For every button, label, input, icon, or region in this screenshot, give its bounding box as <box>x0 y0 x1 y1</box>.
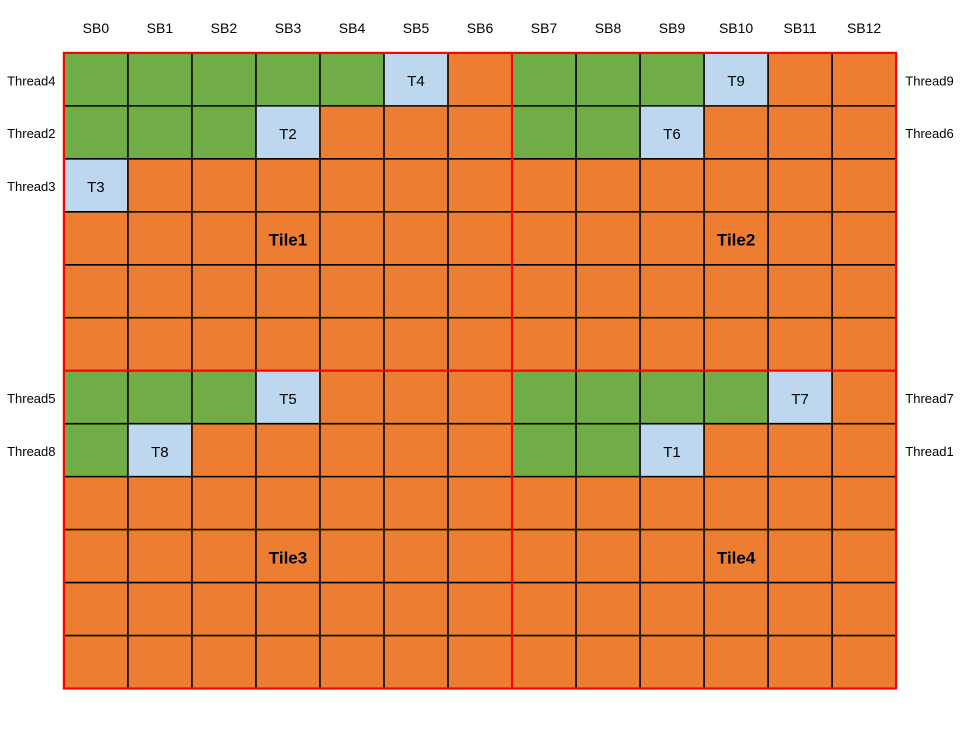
svg-text:T7: T7 <box>791 391 809 408</box>
svg-text:T8: T8 <box>151 444 169 461</box>
svg-text:SB8: SB8 <box>595 20 622 36</box>
svg-text:Thread6: Thread6 <box>905 126 953 141</box>
svg-text:SB5: SB5 <box>403 20 430 36</box>
svg-text:SB0: SB0 <box>83 20 110 36</box>
svg-text:Tile2: Tile2 <box>717 231 755 250</box>
svg-text:Tile4: Tile4 <box>717 548 756 567</box>
svg-text:T9: T9 <box>727 73 745 90</box>
svg-text:Thread7: Thread7 <box>905 391 953 406</box>
svg-text:T5: T5 <box>279 391 297 408</box>
svg-text:Thread5: Thread5 <box>7 391 55 406</box>
svg-text:SB6: SB6 <box>467 20 494 36</box>
svg-text:Thread3: Thread3 <box>7 179 55 194</box>
svg-text:SB11: SB11 <box>783 20 816 36</box>
svg-text:T3: T3 <box>87 179 105 196</box>
svg-text:T4: T4 <box>407 73 425 90</box>
svg-text:SB2: SB2 <box>211 20 238 36</box>
svg-text:Thread1: Thread1 <box>905 444 953 459</box>
svg-text:SB4: SB4 <box>339 20 366 36</box>
svg-text:SB1: SB1 <box>147 20 174 36</box>
svg-text:Thread8: Thread8 <box>7 444 55 459</box>
svg-text:T1: T1 <box>663 444 681 461</box>
svg-text:SB9: SB9 <box>659 20 686 36</box>
svg-text:SB12: SB12 <box>847 20 881 36</box>
svg-text:Thread2: Thread2 <box>7 126 55 141</box>
svg-text:T6: T6 <box>663 126 681 143</box>
svg-text:SB3: SB3 <box>275 20 302 36</box>
svg-text:T2: T2 <box>279 126 297 143</box>
svg-text:Thread9: Thread9 <box>905 73 953 88</box>
svg-text:SB10: SB10 <box>719 20 753 36</box>
svg-text:Thread4: Thread4 <box>7 73 55 88</box>
svg-text:Tile1: Tile1 <box>269 231 307 250</box>
svg-text:SB7: SB7 <box>531 20 558 36</box>
svg-text:Tile3: Tile3 <box>269 548 307 567</box>
